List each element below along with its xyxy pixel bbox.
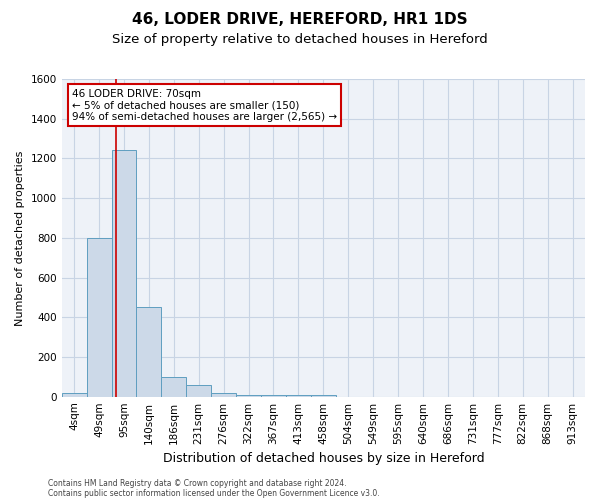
Text: 46, LODER DRIVE, HEREFORD, HR1 1DS: 46, LODER DRIVE, HEREFORD, HR1 1DS <box>132 12 468 28</box>
Text: Contains public sector information licensed under the Open Government Licence v3: Contains public sector information licen… <box>48 488 380 498</box>
X-axis label: Distribution of detached houses by size in Hereford: Distribution of detached houses by size … <box>163 452 484 465</box>
Bar <box>186 385 211 396</box>
Text: Size of property relative to detached houses in Hereford: Size of property relative to detached ho… <box>112 32 488 46</box>
Text: Contains HM Land Registry data © Crown copyright and database right 2024.: Contains HM Land Registry data © Crown c… <box>48 478 347 488</box>
Bar <box>136 308 161 396</box>
Bar <box>311 395 336 396</box>
Bar <box>62 392 86 396</box>
Bar <box>286 395 311 396</box>
Bar <box>236 394 261 396</box>
Text: 46 LODER DRIVE: 70sqm
← 5% of detached houses are smaller (150)
94% of semi-deta: 46 LODER DRIVE: 70sqm ← 5% of detached h… <box>72 88 337 122</box>
Bar <box>86 238 112 396</box>
Y-axis label: Number of detached properties: Number of detached properties <box>15 150 25 326</box>
Bar <box>211 392 236 396</box>
Bar <box>161 377 186 396</box>
Bar <box>261 395 286 396</box>
Bar <box>112 150 136 396</box>
